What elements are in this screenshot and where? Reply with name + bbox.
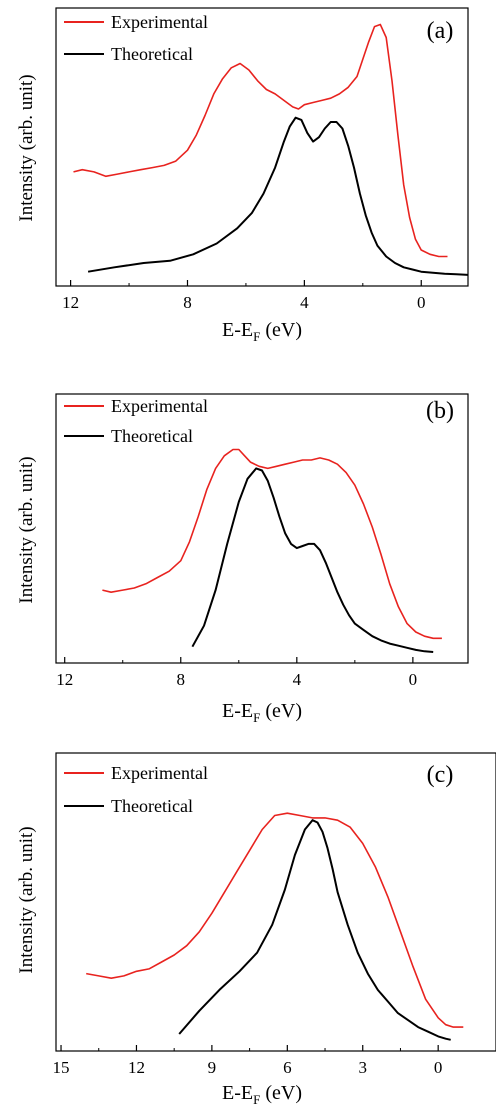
legend-label: Experimental bbox=[111, 763, 208, 783]
x-axis-label: E-EF (eV) bbox=[222, 319, 302, 344]
x-tick-label: 8 bbox=[183, 293, 192, 312]
series-line-experimental bbox=[102, 448, 442, 640]
x-axis-label-subscript: F bbox=[253, 329, 260, 344]
x-tick-label: 12 bbox=[62, 293, 79, 312]
legend-label: Theoretical bbox=[111, 44, 193, 64]
legend-label: Experimental bbox=[111, 12, 208, 32]
x-tick-label: 15 bbox=[53, 1058, 70, 1077]
x-axis-label-main: E-E bbox=[222, 1082, 253, 1104]
x-axis-label-subscript: F bbox=[253, 710, 260, 725]
series-line-experimental bbox=[86, 812, 464, 1028]
chart-panel-2: 12 8 4 0 E-EF (eV) Intensity (arb. unit) Exper… bbox=[16, 393, 469, 725]
x-tick-label: 8 bbox=[177, 670, 186, 689]
x-axis-label-unit: (eV) bbox=[260, 319, 302, 341]
x-axis-label: E-EF (eV) bbox=[222, 700, 302, 725]
x-axis-label-main: E-E bbox=[222, 319, 253, 341]
x-tick-label: 4 bbox=[293, 670, 302, 689]
x-tick-label: 4 bbox=[300, 293, 309, 312]
panel-label: (b) bbox=[426, 398, 454, 424]
plot-frame bbox=[55, 7, 469, 287]
x-axis-label-unit: (eV) bbox=[260, 1082, 302, 1104]
y-axis-label: Intensity (arb. unit) bbox=[16, 74, 37, 221]
plot-frame bbox=[55, 752, 496, 1052]
x-tick-label: 0 bbox=[434, 1058, 443, 1077]
legend-label: Theoretical bbox=[111, 426, 193, 446]
x-tick-label: 0 bbox=[409, 670, 418, 689]
panel-label: (a) bbox=[427, 18, 454, 44]
series-line-theoretical bbox=[178, 819, 451, 1041]
series-line-experimental bbox=[73, 23, 448, 258]
x-tick-label: 9 bbox=[208, 1058, 217, 1077]
x-axis-label: E-EF (eV) bbox=[222, 1082, 302, 1107]
x-tick-label: 6 bbox=[283, 1058, 292, 1077]
x-tick-label: 3 bbox=[358, 1058, 367, 1077]
plot-frame bbox=[55, 393, 469, 664]
legend-label: Experimental bbox=[111, 396, 208, 416]
legend-label: Theoretical bbox=[111, 796, 193, 816]
series-line-theoretical bbox=[87, 116, 469, 276]
x-axis-label-subscript: F bbox=[253, 1092, 260, 1107]
chart-panel-1: 12 8 4 0 E-EF (eV) Intensity (arb. unit) Exper… bbox=[16, 7, 469, 344]
chart-panel-3: 15 12 9 6 3 0 E-EF (eV) Intensity (arb. unit) Ex… bbox=[16, 752, 496, 1107]
x-tick-label: 0 bbox=[417, 293, 426, 312]
y-axis-label: Intensity (arb. unit) bbox=[16, 826, 37, 973]
x-tick-label: 12 bbox=[56, 670, 73, 689]
y-axis-label: Intensity (arb. unit) bbox=[16, 456, 37, 603]
series-line-theoretical bbox=[191, 467, 434, 653]
x-axis-label-main: E-E bbox=[222, 700, 253, 722]
panel-label: (c) bbox=[427, 762, 454, 788]
x-axis-label-unit: (eV) bbox=[260, 700, 302, 722]
x-tick-label: 12 bbox=[128, 1058, 145, 1077]
